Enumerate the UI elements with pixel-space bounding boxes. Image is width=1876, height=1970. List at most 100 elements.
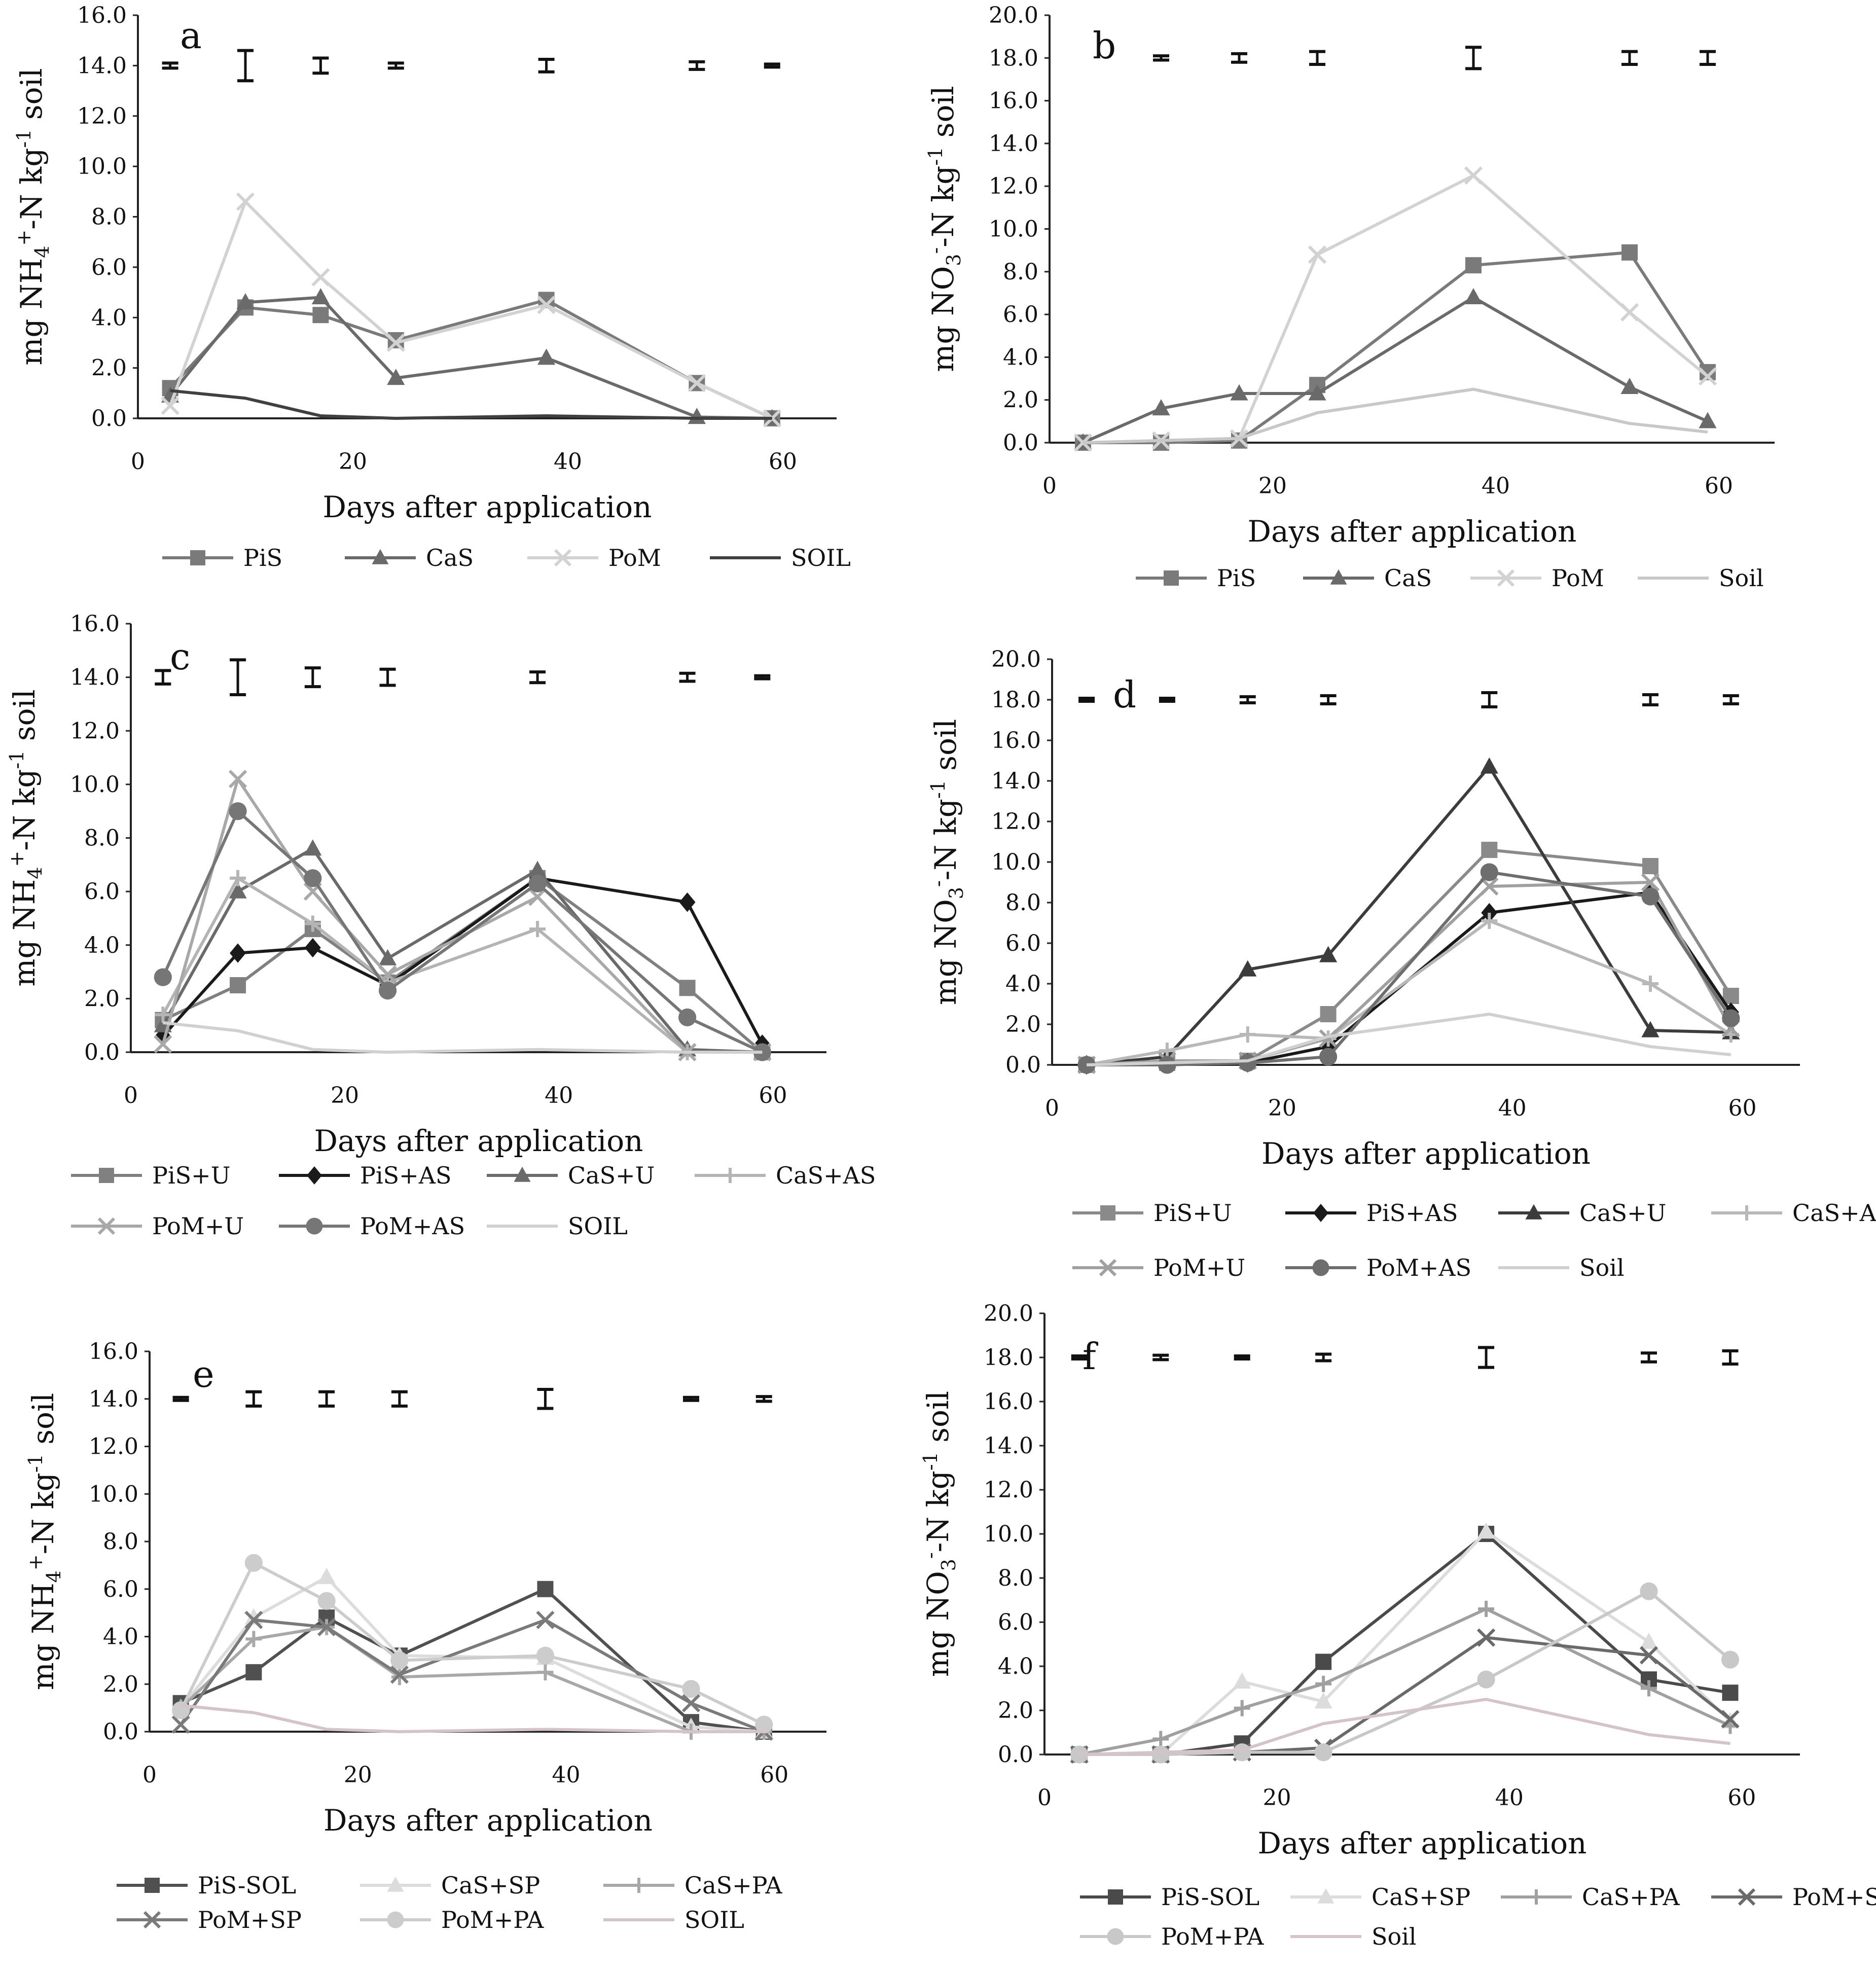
legend-label-d: PiS+U [1153,1199,1232,1227]
series-f-PoM+SP [1070,1628,1740,1764]
series-a-SOIL [170,389,772,420]
legend-marker-a [190,550,205,565]
y-tick-label-b: 8.0 [1003,259,1038,285]
x-tick-label-c: 60 [759,1083,787,1108]
y-tick-label-e: 0.0 [103,1719,138,1745]
data-point-d [1319,1029,1338,1048]
error-bar-c [679,671,696,683]
series-f-PoM+PA [1070,1582,1740,1764]
y-tick-label-c: 6.0 [84,879,120,905]
data-point-c [230,977,246,993]
x-axis-title-a: Days after application [322,490,652,524]
x-tick-label-d: 20 [1268,1095,1296,1121]
y-axis-title-f: mg NO3--N kg-1 soil [919,1391,960,1677]
y-tick-label-d: 4.0 [1005,971,1041,997]
data-point-f [1233,1672,1251,1689]
error-bar-e [755,1395,772,1403]
y-tick-label-f: 6.0 [998,1609,1033,1635]
y-tick-label-c: 14.0 [70,665,120,691]
error-bar-c [304,666,321,689]
data-point-b [1699,412,1717,428]
legend-d: PiS+U PiS+AS CaS+U CaS+AS PoM+U PoM+AS Soil [1072,1199,1876,1281]
data-point-d [1077,1056,1096,1074]
y-tick-label-f: 2.0 [998,1698,1033,1724]
legend-item-d: CaS+U [1498,1199,1666,1227]
legend-item-b: PoM [1470,564,1604,592]
error-bar-a [387,61,404,70]
legend-marker-c [99,1168,114,1183]
legend-item-e: CaS+SP [360,1872,540,1899]
y-tick-label-b: 6.0 [1003,302,1038,328]
legend-label-a: PoM [608,544,661,571]
data-point-c [378,981,397,1000]
data-point-b [1621,244,1638,261]
legend-marker-e [387,1911,404,1928]
legend-label-c: CaS+AS [776,1162,876,1189]
x-axis-title-e: Days after application [323,1803,653,1838]
series-line-d [1087,871,1733,1066]
y-tick-label-e: 4.0 [103,1624,138,1650]
series-c-PoM+AS [154,802,771,1061]
x-tick-label-f: 0 [1037,1785,1052,1811]
data-point-f [1234,1700,1250,1716]
error-bar-e [391,1390,408,1408]
error-bar-f [1152,1353,1169,1362]
data-point-d [1319,946,1338,962]
series-f-CaS+PA [1071,1600,1739,1763]
legend-label-e: PiS-SOL [198,1872,296,1899]
data-point-d [1480,877,1499,896]
x-tick-label-e: 60 [760,1762,788,1788]
y-tick-label-e: 2.0 [103,1671,138,1697]
data-point-c [228,770,247,789]
legend-marker-f [1108,1889,1123,1905]
data-point-c [529,921,546,938]
data-point-c [304,839,322,856]
series-line-d [1087,1013,1731,1066]
data-point-e [755,1715,773,1734]
data-point-d [1722,1009,1740,1027]
series-line-f [1079,1530,1731,1756]
data-point-a [537,296,556,314]
data-point-a [161,386,179,403]
legend-item-c: PoM+AS [279,1212,465,1240]
legend-label-d: PoM+U [1153,1254,1245,1281]
error-bar-d [1481,691,1498,708]
data-point-e [390,1665,409,1684]
legend-item-f: Soil [1290,1923,1417,1950]
legend-marker-b [1330,569,1347,585]
y-tick-label-f: 18.0 [984,1345,1033,1371]
y-tick-label-a: 8.0 [91,204,127,230]
error-bar-c [230,658,246,696]
data-point-a [311,288,330,305]
legend-item-d: PoM+U [1072,1254,1245,1281]
y-tick-label-d: 16.0 [991,728,1041,754]
y-tick-label-c: 4.0 [84,933,120,958]
y-tick-label-d: 10.0 [991,849,1041,875]
x-tick-label-c: 40 [545,1083,573,1108]
y-tick-label-d: 18.0 [991,687,1041,713]
data-point-b [1620,378,1639,395]
data-point-f [1152,1731,1169,1747]
legend-marker-f [1738,1888,1756,1906]
panel-letter-b: b [1093,24,1116,67]
x-tick-label-d: 60 [1728,1095,1757,1121]
legend-label-d: PiS+AS [1366,1199,1458,1227]
data-point-e [391,1669,408,1686]
data-point-f [1476,1628,1496,1647]
chart-panel-f: 0.0 2.0 4.0 6.0 8.0 10.0 12.0 14.0 16.0 18.0 20.0 0… [919,1301,1876,1950]
error-bar-d [1320,694,1337,705]
data-point-d [1481,913,1498,929]
series-line-c [161,847,763,1054]
data-point-d [1480,757,1498,774]
legend-item-a: PiS [162,544,282,571]
error-bar-c [529,670,546,685]
legend-label-b: PiS [1217,564,1256,592]
legend-marker-c [97,1217,116,1235]
data-point-d [1480,863,1498,881]
series-a-PoM [161,192,781,428]
data-point-a [161,397,179,415]
data-point-e [171,1715,190,1734]
legend-marker-a [372,549,389,564]
legend-marker-b [1164,570,1179,586]
x-tick-label-d: 40 [1498,1095,1527,1121]
